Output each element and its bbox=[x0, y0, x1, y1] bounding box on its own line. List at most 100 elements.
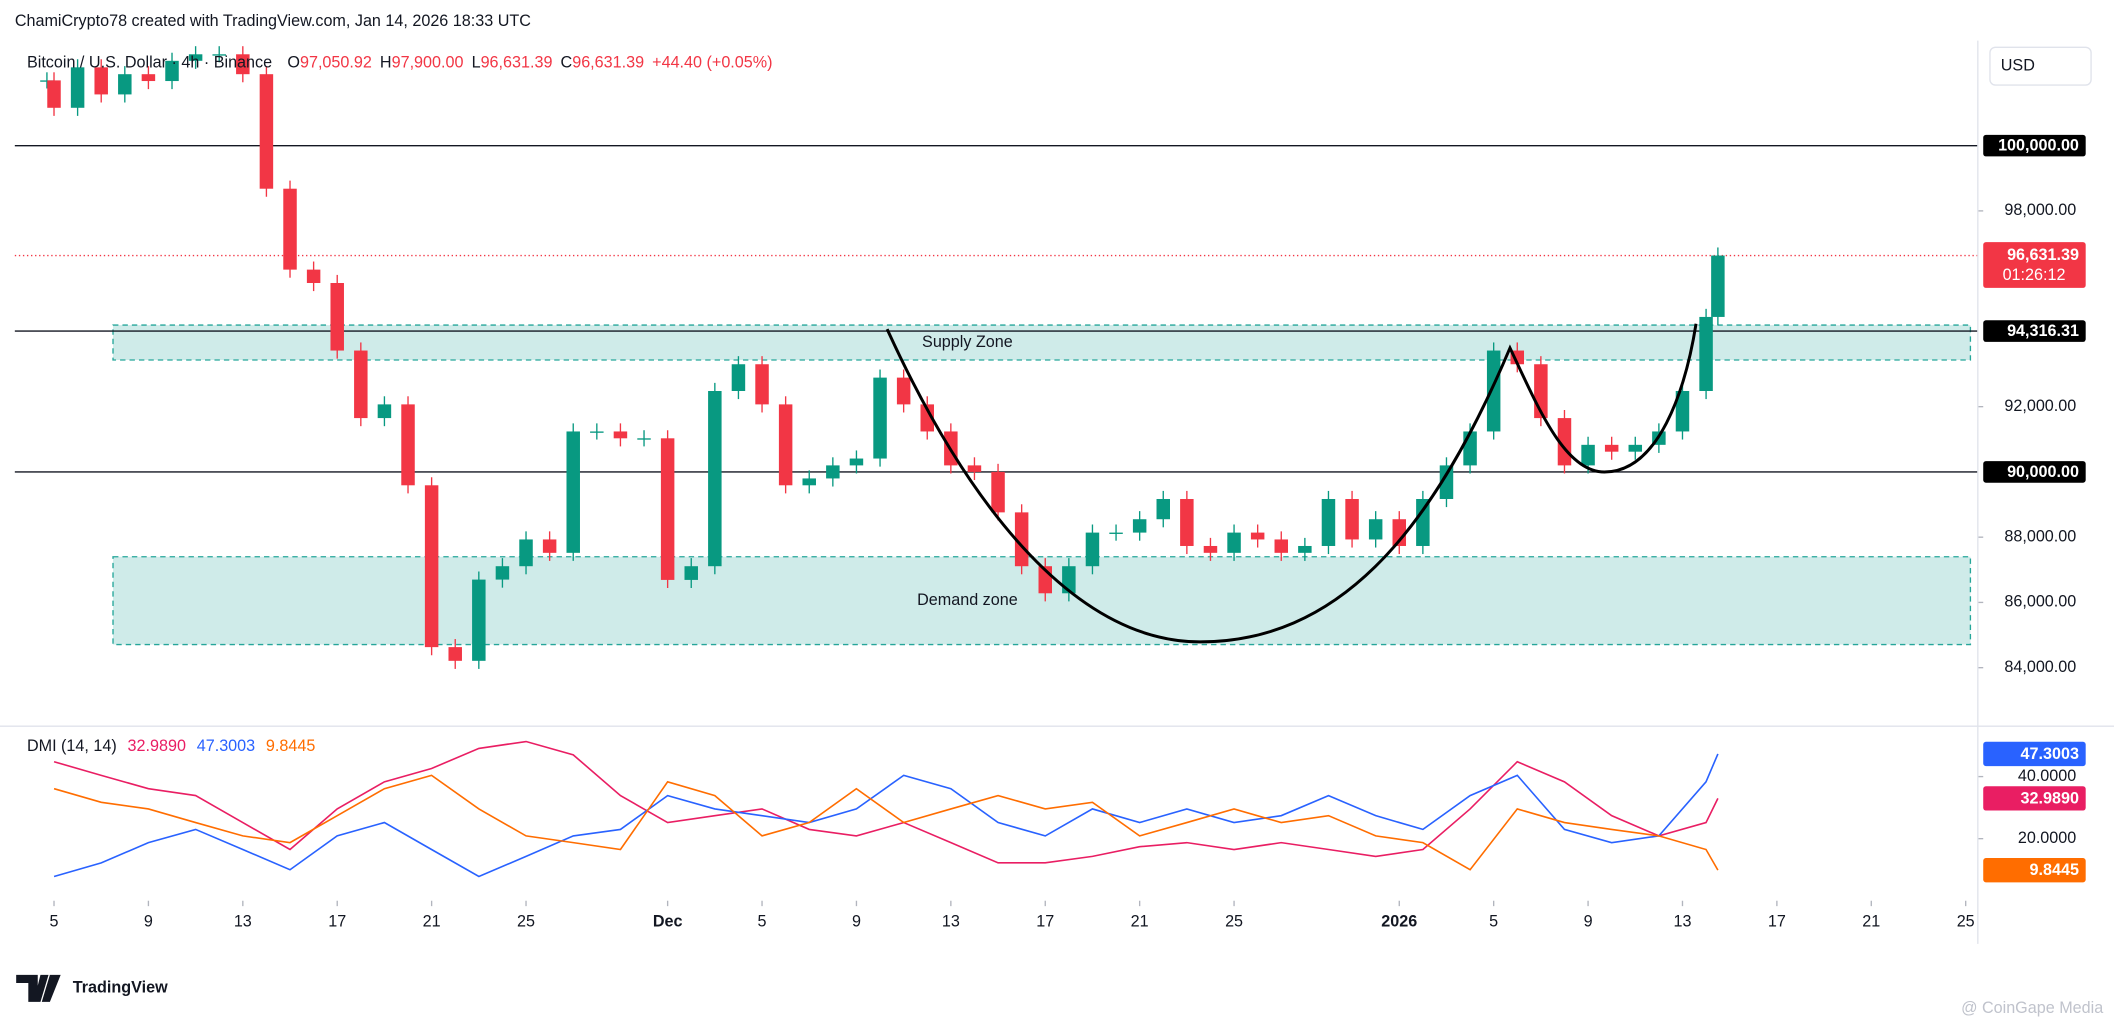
candle bbox=[1180, 498, 1194, 546]
symbol: Bitcoin / U.S. Dollar · 4h · Binance bbox=[27, 54, 272, 72]
indicator-value-label-bg bbox=[1983, 858, 2086, 883]
candle bbox=[212, 54, 226, 56]
currency-button[interactable] bbox=[1989, 46, 2092, 86]
y-tick-label: 88,000.00 bbox=[2004, 527, 2076, 545]
candle bbox=[94, 67, 108, 95]
candle bbox=[165, 60, 179, 82]
change: +44.40 (+0.05%) bbox=[652, 54, 772, 72]
watermark: @ CoinGape Media bbox=[1961, 999, 2103, 1017]
countdown: 01:26:12 bbox=[2003, 266, 2066, 284]
candle bbox=[1604, 444, 1619, 452]
indicator-value-label: 47.3003 bbox=[2021, 745, 2079, 763]
candle bbox=[448, 647, 462, 661]
ohlc-key: L bbox=[472, 54, 481, 72]
y-tick-label: 40.0000 bbox=[2018, 767, 2076, 785]
x-tick-label: 13 bbox=[1673, 913, 1691, 931]
x-tick-label: 9 bbox=[852, 913, 861, 931]
candle bbox=[472, 579, 486, 661]
candle bbox=[1085, 532, 1100, 567]
candle bbox=[377, 404, 392, 419]
candle bbox=[755, 364, 769, 405]
candle bbox=[1463, 431, 1477, 466]
ohlc-value: 96,631.39 bbox=[481, 54, 553, 72]
x-tick-label: 25 bbox=[517, 913, 535, 931]
candle bbox=[401, 404, 415, 486]
ohlc-key: H bbox=[380, 54, 392, 72]
x-tick-label: 9 bbox=[1584, 913, 1593, 931]
candle bbox=[1250, 532, 1265, 540]
candle bbox=[849, 458, 864, 466]
candle bbox=[1581, 444, 1595, 466]
x-tick-label: 5 bbox=[50, 913, 59, 931]
candle bbox=[1321, 498, 1336, 546]
x-tick-label: 13 bbox=[234, 913, 252, 931]
indicator-legend: DMI (14, 14) 32.9890 47.3003 9.8445 bbox=[27, 737, 315, 755]
level-label-bg bbox=[1983, 320, 2086, 342]
ohlc-key: C bbox=[561, 54, 573, 72]
candle bbox=[660, 438, 675, 580]
candle bbox=[118, 74, 132, 95]
ohlc-value: 96,631.39 bbox=[572, 54, 644, 72]
candle bbox=[637, 438, 651, 440]
legend-value: 9.8445 bbox=[266, 737, 315, 755]
indicator-value-label-bg bbox=[1983, 741, 2086, 767]
dmi-layer: DMI (14, 14) 32.9890 47.3003 9.8445 bbox=[27, 737, 1719, 878]
symbol-line: Bitcoin / U.S. Dollar · 4h · Binance O 97… bbox=[27, 54, 773, 72]
legend-value: 47.3003 bbox=[197, 737, 255, 755]
candle bbox=[920, 404, 934, 432]
indicator-line bbox=[53, 753, 1719, 878]
candle bbox=[1711, 255, 1725, 317]
candle bbox=[778, 404, 793, 486]
level-label: 94,316.31 bbox=[2007, 322, 2079, 340]
candle bbox=[1368, 519, 1383, 540]
candle bbox=[236, 54, 250, 75]
candle bbox=[708, 390, 722, 567]
indicator-value-label: 9.8445 bbox=[2030, 861, 2079, 879]
candle bbox=[47, 80, 61, 108]
candle bbox=[141, 74, 156, 82]
y-tick-label: 84,000.00 bbox=[2004, 658, 2076, 676]
candle bbox=[424, 485, 439, 648]
x-tick-label: 13 bbox=[942, 913, 960, 931]
ohlc-value: 97,900.00 bbox=[392, 54, 464, 72]
zone-label: Demand zone bbox=[917, 591, 1018, 609]
candle bbox=[1109, 532, 1123, 534]
level-label: 100,000.00 bbox=[1998, 137, 2079, 155]
indicator-value-label: 32.9890 bbox=[2021, 789, 2079, 807]
x-tick-label: 17 bbox=[328, 913, 346, 931]
currency[interactable]: USD bbox=[2001, 56, 2035, 74]
candle bbox=[1392, 519, 1407, 546]
ohlc-key: O bbox=[287, 54, 300, 72]
candle bbox=[1132, 519, 1147, 533]
indicator-title: DMI (14, 14) bbox=[27, 737, 117, 755]
x-tick-label: 5 bbox=[1489, 913, 1498, 931]
candle bbox=[542, 539, 557, 553]
candle bbox=[802, 478, 816, 486]
x-tick-label: 9 bbox=[144, 913, 153, 931]
level-label-bg bbox=[1983, 134, 2086, 157]
candle bbox=[590, 431, 604, 433]
candle bbox=[826, 465, 840, 479]
x-tick-label: 21 bbox=[423, 913, 441, 931]
x-tick-label: 25 bbox=[1957, 913, 1975, 931]
candle bbox=[306, 269, 321, 284]
candle bbox=[1628, 444, 1643, 452]
y-tick-label: 86,000.00 bbox=[2004, 593, 2076, 611]
x-tick-label: 21 bbox=[1862, 913, 1880, 931]
candle bbox=[1227, 532, 1241, 553]
indicator-line bbox=[53, 774, 1719, 871]
x-tick-label: Dec bbox=[653, 913, 683, 931]
y-tick-label: 98,000.00 bbox=[2004, 201, 2076, 219]
y-tick-label: 20.0000 bbox=[2018, 829, 2076, 847]
x-tick-label: 21 bbox=[1131, 913, 1149, 931]
zone-label: Supply Zone bbox=[922, 333, 1013, 351]
candle bbox=[70, 67, 85, 108]
x-tick-label: 17 bbox=[1768, 913, 1786, 931]
candle bbox=[1345, 498, 1359, 540]
candle bbox=[259, 74, 274, 189]
candle bbox=[731, 364, 746, 391]
candle bbox=[1274, 539, 1289, 553]
